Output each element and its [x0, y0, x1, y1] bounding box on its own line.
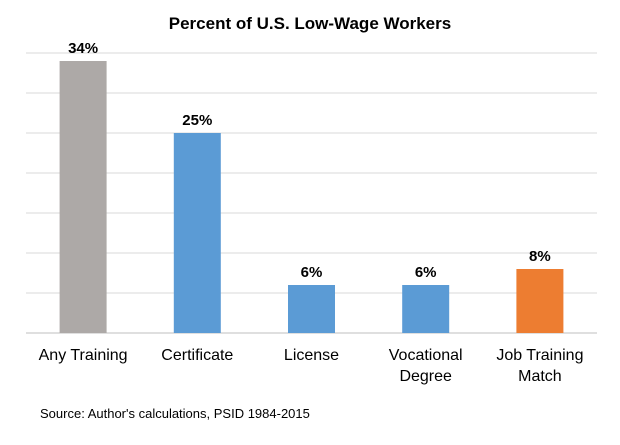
value-labels: 34% 25% 6% 6% 8% — [68, 40, 551, 281]
bar — [173, 133, 221, 333]
data-label: 34% — [68, 40, 98, 57]
bar — [402, 285, 450, 333]
tick-label: Match — [518, 368, 562, 385]
tick-label: License — [284, 347, 339, 364]
data-label: 8% — [529, 248, 551, 265]
bar — [288, 285, 335, 333]
data-label: 25% — [182, 112, 212, 129]
tick-label: Vocational — [389, 347, 463, 364]
data-label: 6% — [415, 264, 437, 281]
bar — [59, 61, 107, 333]
tick-label: Degree — [399, 368, 452, 385]
category-labels: Any Training Certificate License Vocational… — [39, 347, 584, 385]
chart-title: Percent of U.S. Low-Wage Workers — [169, 14, 451, 33]
tick-label: Job Training — [496, 347, 583, 364]
bars — [59, 61, 564, 333]
data-label: 6% — [301, 264, 323, 281]
source-note: Source: Author's calculations, PSID 1984… — [40, 406, 310, 421]
bar — [516, 269, 564, 333]
tick-label: Certificate — [161, 347, 233, 364]
gridlines — [26, 52, 597, 334]
tick-label: Any Training — [39, 347, 128, 364]
